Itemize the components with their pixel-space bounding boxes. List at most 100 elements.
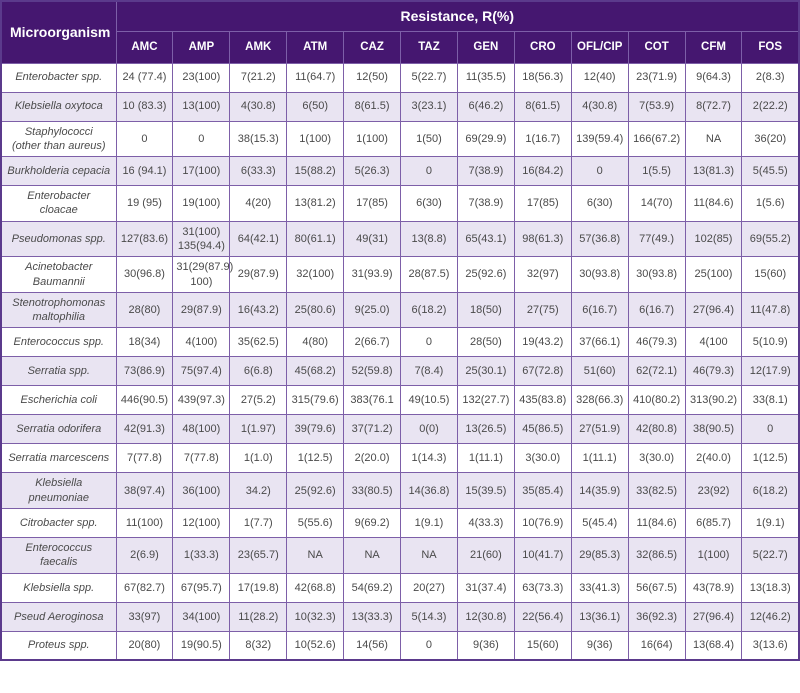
value-cell-ofl-cip: 33(41.3) xyxy=(570,572,629,603)
table-row: Escherichia coli 446(90.5) 439(97.3) 27(5.2… xyxy=(0,385,800,416)
value-cell-atm: 1(100) xyxy=(286,120,345,158)
value-cell-atm: 80(61.1) xyxy=(286,220,345,258)
value-cell-amp: 34(100) xyxy=(172,601,231,632)
value-cell-cfm: 43(78.9) xyxy=(684,572,743,603)
value-cell-amp: 7(77.8) xyxy=(172,443,231,474)
column-header-amp: AMP xyxy=(172,30,231,64)
value-cell-ofl-cip: 12(40) xyxy=(570,62,629,93)
microorganism-cell: Enterococcus spp. xyxy=(0,327,117,358)
value-cell-cot: 14(70) xyxy=(627,185,686,222)
value-cell-cot: 46(79.3) xyxy=(627,327,686,358)
value-cell-fos: 1(5.6) xyxy=(741,185,800,222)
value-cell-amc: 2(6.9) xyxy=(115,537,174,574)
value-cell-taz: 49(10.5) xyxy=(400,385,458,416)
value-cell-fos: 12(17.9) xyxy=(741,356,800,387)
value-cell-cfm: 46(79.3) xyxy=(684,356,743,387)
value-cell-gen: 4(33.3) xyxy=(456,508,515,539)
value-cell-cfm: 27(96.4) xyxy=(684,601,743,632)
microorganism-cell: Pseudomonas spp. xyxy=(0,220,117,258)
value-cell-taz: 1(50) xyxy=(400,120,458,158)
value-cell-ofl-cip: 6(30) xyxy=(570,185,629,222)
column-header-cro: CRO xyxy=(513,30,572,64)
value-cell-amk: 4(20) xyxy=(229,185,288,222)
microorganism-cell: Acinetobacter Baumannii xyxy=(0,256,117,293)
value-cell-amk: 1(1.97) xyxy=(229,414,288,445)
value-cell-atm: 5(55.6) xyxy=(286,508,345,539)
microorganism-cell: Serratia marcescens xyxy=(0,443,117,474)
value-cell-cfm: 1(100) xyxy=(684,537,743,574)
microorganism-cell: Stenotrophomonas maltophilia xyxy=(0,291,117,329)
value-cell-ofl-cip: 0 xyxy=(570,156,629,187)
value-cell-cot: 166(67.2) xyxy=(627,120,686,158)
column-header-amk: AMK xyxy=(229,30,288,64)
table-header: Microorganism Resistance, R(%) AMC AMP AMK… xyxy=(0,0,800,64)
microorganism-column-header: Microorganism xyxy=(0,0,117,64)
value-cell-fos: 12(46.2) xyxy=(741,601,800,632)
value-cell-amc: 28(80) xyxy=(115,291,174,329)
value-cell-ofl-cip: 29(85.3) xyxy=(570,537,629,574)
value-cell-caz: 14(56) xyxy=(343,630,402,661)
microorganism-cell: Citrobacter spp. xyxy=(0,508,117,539)
value-cell-amp: 13(100) xyxy=(172,91,231,122)
table-row: Klebsiella oxytoca 10 (83.3) 13(100) 4(30.8… xyxy=(0,91,800,122)
value-cell-amp: 0 xyxy=(172,120,231,158)
value-cell-fos: 5(45.5) xyxy=(741,156,800,187)
value-cell-atm: 11(64.7) xyxy=(286,62,345,93)
value-cell-atm: 45(68.2) xyxy=(286,356,345,387)
value-cell-atm: NA xyxy=(286,537,345,574)
value-cell-caz: 5(26.3) xyxy=(343,156,402,187)
value-cell-atm: 4(80) xyxy=(286,327,345,358)
value-cell-cfm: 9(64.3) xyxy=(684,62,743,93)
value-cell-cot: 23(71.9) xyxy=(627,62,686,93)
value-cell-amp: 31(29(87.9) 100) xyxy=(172,256,233,293)
microorganism-cell: Proteus spp. xyxy=(0,630,117,661)
value-cell-taz: 0(0) xyxy=(400,414,458,445)
value-cell-amc: 20(80) xyxy=(115,630,174,661)
value-cell-cfm: 13(81.3) xyxy=(684,156,743,187)
table-row: Stenotrophomonas maltophilia 28(80) 29(87.… xyxy=(0,291,800,329)
value-cell-ofl-cip: 9(36) xyxy=(570,630,629,661)
value-cell-fos: 1(12.5) xyxy=(741,443,800,474)
value-cell-amk: 17(19.8) xyxy=(229,572,288,603)
value-cell-atm: 13(81.2) xyxy=(286,185,345,222)
value-cell-taz: 7(8.4) xyxy=(400,356,458,387)
microorganism-cell: Klebsiella spp. xyxy=(0,572,117,603)
value-cell-cro: 16(84.2) xyxy=(513,156,572,187)
value-cell-caz: 8(61.5) xyxy=(343,91,402,122)
microorganism-cell: Escherichia coli xyxy=(0,385,117,416)
value-cell-caz: 12(50) xyxy=(343,62,402,93)
value-cell-gen: 31(37.4) xyxy=(456,572,515,603)
column-header-atm: ATM xyxy=(286,30,345,64)
value-cell-atm: 32(100) xyxy=(286,256,345,293)
value-cell-cot: 33(82.5) xyxy=(627,472,686,510)
value-cell-amk: 34.2) xyxy=(229,472,288,510)
value-cell-fos: 6(18.2) xyxy=(741,472,800,510)
value-cell-cfm: 102(85) xyxy=(684,220,743,258)
value-cell-gen: 21(60) xyxy=(456,537,515,574)
microorganism-cell: Enterobacter cloacae xyxy=(0,185,117,222)
value-cell-amp: 31(100) 135(94.4) xyxy=(172,220,231,258)
value-cell-amk: 23(65.7) xyxy=(229,537,288,574)
value-cell-cot: 56(67.5) xyxy=(627,572,686,603)
value-cell-fos: 1(9.1) xyxy=(741,508,800,539)
value-cell-cro: 10(41.7) xyxy=(513,537,572,574)
value-cell-ofl-cip: 4(30.8) xyxy=(570,91,629,122)
value-cell-fos: 5(10.9) xyxy=(741,327,800,358)
table-row: Burkholderia cepacia 16 (94.1) 17(100) 6(33… xyxy=(0,156,800,187)
table-row: Pseud Aeroginosa 33(97) 34(100) 11(28.2) 10(… xyxy=(0,601,800,632)
header-row-top: Microorganism Resistance, R(%) xyxy=(0,0,800,64)
value-cell-amp: 29(87.9) xyxy=(172,291,231,329)
value-cell-caz: 2(20.0) xyxy=(343,443,402,474)
value-cell-fos: 5(22.7) xyxy=(741,537,800,574)
antibiotic-column-header-row: AMC AMP AMK ATM CAZ TAZ GEN CRO OFL/CIP COT CFM FOS xyxy=(1,30,800,64)
value-cell-cfm: 2(40.0) xyxy=(684,443,743,474)
value-cell-taz: NA xyxy=(400,537,458,574)
value-cell-fos: 11(47.8) xyxy=(741,291,800,329)
table-row: Serratia odorifera 42(91.3) 48(100) 1(1.97)… xyxy=(0,414,800,445)
value-cell-caz: 31(93.9) xyxy=(343,256,402,293)
value-cell-atm: 39(79.6) xyxy=(286,414,345,445)
value-cell-amp: 23(100) xyxy=(172,62,231,93)
value-cell-amc: 30(96.8) xyxy=(115,256,174,293)
value-cell-taz: 6(30) xyxy=(400,185,458,222)
column-header-taz: TAZ xyxy=(400,30,458,64)
